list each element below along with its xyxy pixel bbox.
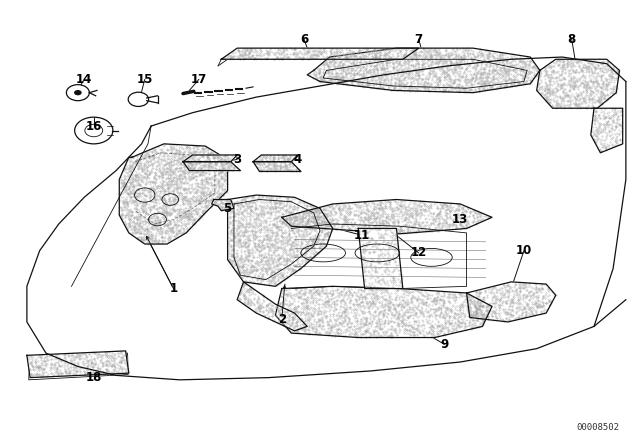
Text: 11: 11 [353, 228, 369, 241]
Polygon shape [212, 199, 234, 211]
Polygon shape [221, 48, 419, 59]
Polygon shape [183, 155, 237, 162]
Text: 12: 12 [411, 246, 427, 259]
Polygon shape [275, 286, 492, 337]
Polygon shape [253, 162, 301, 172]
Circle shape [74, 90, 82, 95]
Text: 9: 9 [440, 338, 449, 351]
Text: 17: 17 [191, 73, 207, 86]
Polygon shape [537, 59, 620, 108]
Text: 7: 7 [415, 33, 423, 46]
Polygon shape [467, 282, 556, 322]
Text: 8: 8 [568, 33, 576, 46]
Text: 5: 5 [223, 202, 232, 215]
Polygon shape [358, 228, 403, 289]
Text: 3: 3 [233, 153, 241, 166]
Text: 1: 1 [170, 282, 177, 295]
Text: 14: 14 [76, 73, 92, 86]
Text: 00008502: 00008502 [577, 423, 620, 432]
Polygon shape [282, 199, 492, 234]
Text: 2: 2 [278, 313, 286, 326]
Text: 16: 16 [86, 120, 102, 133]
Text: 13: 13 [452, 213, 468, 226]
Polygon shape [253, 155, 298, 162]
Text: 15: 15 [136, 73, 153, 86]
Text: 6: 6 [300, 33, 308, 46]
Polygon shape [27, 351, 129, 378]
Polygon shape [228, 195, 333, 286]
Polygon shape [237, 282, 307, 331]
Polygon shape [591, 108, 623, 153]
Text: 10: 10 [516, 244, 532, 257]
Text: 18: 18 [86, 371, 102, 384]
Text: 4: 4 [294, 153, 302, 166]
Polygon shape [307, 48, 540, 93]
Polygon shape [119, 144, 228, 244]
Polygon shape [183, 162, 241, 171]
